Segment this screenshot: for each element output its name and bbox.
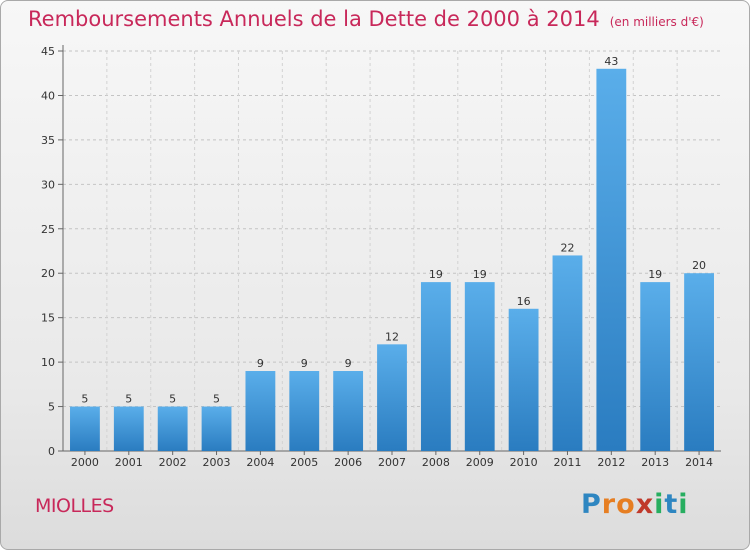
bar-2007 [377,344,407,451]
commune-name: MIOLLES [35,495,114,517]
value-label: 9 [345,357,352,370]
logo-letter: P [581,489,602,520]
x-tick-label: 2010 [510,456,538,469]
y-tick-label: 15 [41,312,55,325]
bar-2004 [245,371,276,451]
value-label: 5 [81,393,88,406]
bar-2008 [420,282,451,451]
x-tick-label: 2000 [71,456,99,469]
x-tick-label: 2012 [597,456,625,469]
value-label: 5 [213,393,220,406]
x-tick-label: 2014 [685,456,713,469]
x-tick-label: 2005 [290,456,318,469]
bar-2001 [113,406,144,451]
bar-2005 [289,371,320,451]
value-label: 22 [560,241,574,254]
x-tick-label: 2011 [553,456,581,469]
chart-title-main: Remboursements Annuels de la Dette de 20… [28,7,600,31]
x-tick-label: 2006 [334,456,362,469]
value-label: 20 [692,259,706,272]
bar-2013 [640,282,671,451]
bar-2000 [70,406,100,451]
bar-2009 [464,282,495,451]
logo-letter: i [654,489,665,520]
x-tick-label: 2009 [466,456,494,469]
y-tick-label: 40 [41,89,55,102]
bar-2014 [684,273,714,451]
bar-2002 [157,406,188,451]
x-tick-label: 2003 [203,456,231,469]
bars [70,68,714,452]
value-label: 9 [301,357,308,370]
logo-letter: i [678,489,689,520]
y-tick-label: 45 [41,45,55,58]
value-label: 16 [517,295,531,308]
value-label: 19 [429,268,443,281]
x-tick-label: 2001 [115,456,143,469]
value-label: 43 [604,55,618,68]
y-tick-label: 5 [48,401,55,414]
bar-2003 [201,406,232,451]
logo-letter: t [664,489,679,520]
x-tick-label: 2002 [159,456,187,469]
value-label: 5 [125,393,132,406]
y-tick-label: 35 [41,134,55,147]
y-tick-label: 0 [48,445,55,458]
x-tick-label: 2013 [641,456,669,469]
bar-2010 [508,308,539,451]
value-label: 5 [169,393,176,406]
y-tick-label: 20 [41,267,55,280]
chart-title-unit: (en milliers d'€) [609,15,704,29]
bar-2012 [596,68,627,452]
y-tick-label: 30 [41,178,55,191]
value-label: 12 [385,330,399,343]
logo-letter: o [616,489,636,520]
value-label: 19 [648,268,662,281]
value-label: 19 [473,268,487,281]
x-tick-label: 2008 [422,456,450,469]
proxiti-logo: Proxiti [581,489,689,520]
bar-2011 [552,255,583,451]
value-label: 9 [257,357,264,370]
chart-title: Remboursements Annuels de la Dette de 20… [28,7,704,31]
y-tick-label: 25 [41,223,55,236]
x-tick-label: 2007 [378,456,406,469]
y-tick-label: 10 [41,356,55,369]
logo-letter: r [601,489,617,520]
logo-letter: x [635,489,655,520]
labels: 2000 5 2001 5 2002 5 2003 5 2004 9 2005 9 2006 9 2007 1… [71,55,713,469]
bar-2006 [333,371,364,451]
x-tick-label: 2004 [246,456,274,469]
